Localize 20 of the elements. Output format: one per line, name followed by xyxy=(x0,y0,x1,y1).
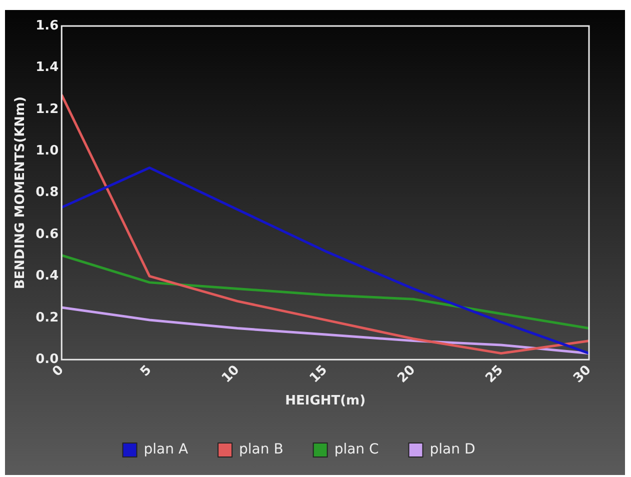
x-tick-label: 25 xyxy=(482,362,506,386)
y-tick-label: 1.4 xyxy=(36,60,59,76)
x-tick-label: 20 xyxy=(395,362,418,386)
y-tick-label: 0.8 xyxy=(36,185,59,200)
y-tick-label: 0.6 xyxy=(36,226,59,242)
x-tick-label: 30 xyxy=(570,362,594,386)
x-tick-label: 5 xyxy=(138,362,155,380)
legend-label: plan A xyxy=(144,442,188,458)
y-tick-label: 0.4 xyxy=(36,268,59,284)
y-tick-label: 1.2 xyxy=(36,102,59,117)
x-axis-title: HEIGHT(m) xyxy=(285,394,366,409)
x-tick-label: 15 xyxy=(307,362,331,386)
x-tick-label: 10 xyxy=(219,362,243,386)
y-axis-title: BENDING MOMENTS(KNm) xyxy=(13,96,28,290)
y-tick-label: 0.2 xyxy=(36,310,59,326)
y-tick-label: 1.0 xyxy=(36,143,59,158)
legend-label: plan C xyxy=(334,442,379,458)
legend-label: plan D xyxy=(430,442,476,458)
y-tick-label: 1.6 xyxy=(36,18,59,34)
legend-label: plan B xyxy=(239,442,284,458)
